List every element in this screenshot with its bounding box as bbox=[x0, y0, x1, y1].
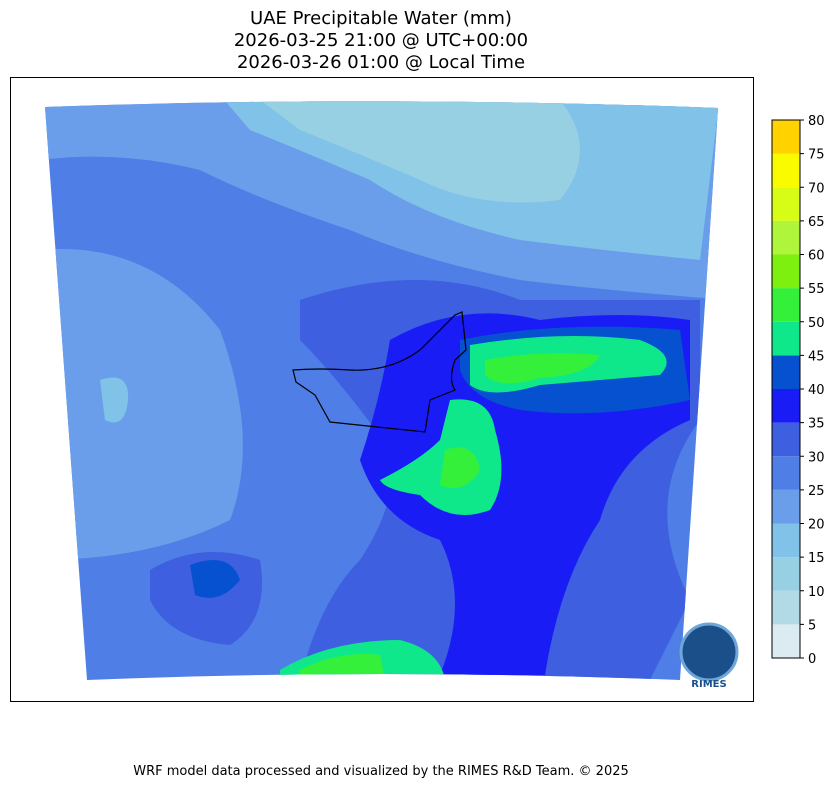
logo-text: RIMES bbox=[691, 679, 726, 690]
field bbox=[45, 249, 243, 560]
colorbar-band bbox=[772, 389, 800, 423]
colorbar-band bbox=[772, 288, 800, 322]
colorbar-band bbox=[772, 254, 800, 289]
colorbar-tick-label: 55 bbox=[808, 282, 825, 297]
country-border bbox=[292, 311, 467, 433]
colorbar-tick-label: 70 bbox=[808, 181, 825, 196]
colorbar-tick-label: 0 bbox=[808, 652, 816, 667]
field bbox=[190, 560, 240, 598]
colorbar-tick-label: 10 bbox=[808, 585, 825, 600]
colorbar-band bbox=[772, 355, 800, 389]
colorbar-band bbox=[772, 220, 800, 255]
colorbar-band bbox=[772, 153, 800, 188]
map bbox=[45, 101, 718, 681]
colorbar-band bbox=[772, 557, 800, 591]
colorbar-tick-label: 75 bbox=[808, 148, 825, 163]
title-line: 2026-03-26 01:00 @ Local Time bbox=[237, 52, 525, 73]
colorbar-tick-label: 60 bbox=[808, 249, 825, 264]
field bbox=[485, 353, 600, 384]
colorbar-band bbox=[772, 590, 800, 625]
logo: RIMES bbox=[679, 622, 739, 690]
colorbar-band bbox=[772, 624, 800, 658]
field bbox=[440, 447, 480, 488]
colorbar-tick-label: 20 bbox=[808, 518, 825, 533]
colorbar-band bbox=[772, 422, 800, 457]
colorbar: 0 5 10 15 20 25 30 35 40 45 50 55 60 65 70 75 80 bbox=[771, 114, 825, 667]
colorbar-band bbox=[772, 523, 800, 558]
colorbar-tick-label: 45 bbox=[808, 349, 825, 364]
colorbar-band bbox=[772, 120, 800, 154]
colorbar-tick-label: 15 bbox=[808, 551, 825, 566]
colorbar-tick-label: 35 bbox=[808, 417, 825, 432]
title-line: UAE Precipitable Water (mm) bbox=[250, 8, 512, 29]
colorbar-tick-label: 80 bbox=[808, 114, 825, 129]
field bbox=[260, 101, 580, 203]
colorbar-tick-label: 65 bbox=[808, 215, 825, 230]
colorbar-band bbox=[772, 321, 800, 356]
colorbar-tick-label: 30 bbox=[808, 450, 825, 465]
colorbar-tick-label: 5 bbox=[808, 618, 816, 633]
colorbar-band bbox=[772, 187, 800, 221]
colorbar-tick-label: 40 bbox=[808, 383, 825, 398]
colorbar-tick-label: 50 bbox=[808, 316, 825, 331]
field bbox=[380, 399, 502, 515]
title-line: 2026-03-25 21:00 @ UTC+00:00 bbox=[234, 30, 528, 51]
colorbar-band bbox=[772, 456, 800, 490]
colorbar-tick-label: 25 bbox=[808, 484, 825, 499]
footer: WRF model data processed and visualized … bbox=[133, 764, 629, 779]
colorbar-band bbox=[772, 489, 800, 524]
field bbox=[100, 377, 129, 423]
logo-emblem bbox=[679, 622, 739, 682]
